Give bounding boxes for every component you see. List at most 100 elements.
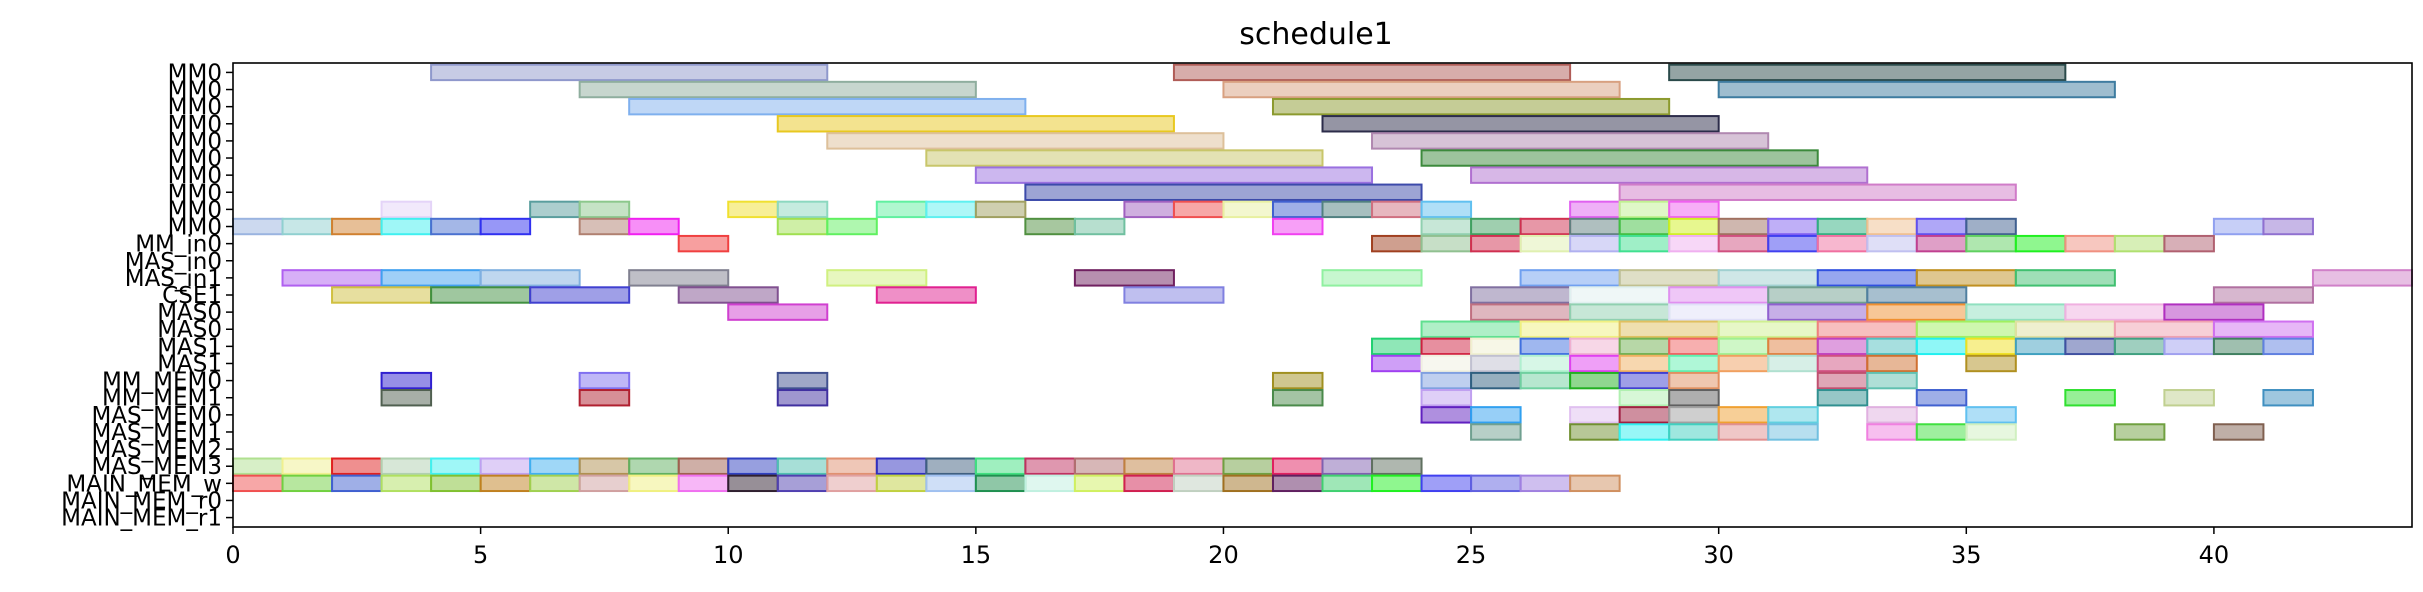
task-bar bbox=[1271, 371, 1324, 390]
task-bar bbox=[1866, 303, 1968, 321]
task-bar bbox=[1915, 389, 1968, 407]
task-bar bbox=[1024, 183, 1423, 201]
task-bar bbox=[1717, 423, 1770, 441]
task-bar bbox=[2113, 234, 2166, 253]
task-bar bbox=[1915, 337, 1968, 356]
task-bar bbox=[1073, 474, 1126, 493]
task-bar bbox=[1866, 337, 1918, 356]
task-bar bbox=[2113, 337, 2166, 356]
task-bar bbox=[776, 474, 829, 493]
task-bar bbox=[1321, 269, 1423, 287]
task-bar bbox=[1569, 286, 1671, 304]
task-bar bbox=[1767, 286, 1869, 304]
x-tick-label: 20 bbox=[1208, 541, 1239, 569]
task-bar bbox=[1569, 371, 1621, 390]
task-bar bbox=[281, 269, 383, 287]
task-bar bbox=[727, 200, 779, 219]
task-bar bbox=[430, 63, 829, 82]
task-bar bbox=[1222, 80, 1621, 99]
task-bar bbox=[1271, 389, 1324, 407]
task-bar bbox=[2262, 217, 2314, 236]
task-bar bbox=[1668, 354, 1720, 373]
y-tick-label: MAS1 bbox=[157, 334, 222, 360]
task-bar bbox=[430, 217, 482, 236]
task-bar bbox=[1420, 371, 1473, 390]
task-bar bbox=[1420, 320, 1522, 338]
task-bar bbox=[1271, 457, 1324, 475]
x-tick-label: 30 bbox=[1703, 541, 1734, 569]
task-bar bbox=[1222, 200, 1274, 219]
y-tick-label: CSE1 bbox=[162, 283, 222, 309]
task-bar bbox=[380, 474, 433, 493]
task-bar bbox=[1965, 217, 2017, 236]
task-bar bbox=[1271, 97, 1671, 116]
task-bar bbox=[1024, 457, 1076, 475]
y-tick-label: MAIN_MEM_r1 bbox=[61, 506, 222, 532]
task-bar bbox=[1866, 406, 1918, 424]
task-bar bbox=[925, 200, 977, 219]
task-bar bbox=[1172, 474, 1225, 493]
y-tick-label: MM0 bbox=[168, 215, 222, 241]
task-bar bbox=[727, 457, 779, 475]
task-bar bbox=[826, 132, 1225, 150]
task-bar bbox=[2014, 269, 2116, 287]
task-bar bbox=[875, 474, 928, 493]
task-bar bbox=[1717, 337, 1770, 356]
y-tick-label: MM0 bbox=[168, 78, 222, 104]
task-bar bbox=[1569, 474, 1621, 493]
task-bar bbox=[2212, 286, 2314, 304]
task-bar bbox=[1024, 474, 1076, 493]
task-bar bbox=[1965, 337, 2017, 356]
task-bar bbox=[1618, 354, 1671, 373]
y-tick-label: MAS_MEM2 bbox=[91, 437, 222, 463]
task-bar bbox=[380, 389, 433, 407]
y-tick-label: MM_in0 bbox=[135, 232, 222, 258]
task-bar bbox=[430, 474, 482, 493]
task-bar bbox=[2212, 423, 2265, 441]
task-bar bbox=[1965, 406, 2017, 424]
task-bar bbox=[2212, 217, 2265, 236]
task-bar bbox=[677, 474, 730, 493]
task-bar bbox=[1073, 457, 1126, 475]
task-bar bbox=[1816, 320, 1918, 338]
task-bar bbox=[232, 474, 284, 493]
task-bar bbox=[1321, 200, 1374, 219]
task-bar bbox=[479, 474, 532, 493]
task-bar bbox=[1915, 217, 1968, 236]
task-bar bbox=[2014, 234, 2067, 253]
task-bar bbox=[1767, 423, 1819, 441]
task-bar bbox=[1470, 337, 1522, 356]
task-bar bbox=[281, 217, 334, 236]
y-axis-ticks: MM0MM0MM0MM0MM0MM0MM0MM0MM0MM0MM_in0MAS_… bbox=[61, 60, 233, 532]
y-tick-label: MM_MEM0 bbox=[102, 369, 222, 395]
task-bar bbox=[1816, 354, 1869, 373]
task-bar bbox=[1371, 234, 1423, 253]
task-bar bbox=[232, 217, 284, 236]
task-bar bbox=[578, 80, 977, 99]
task-bar bbox=[1222, 457, 1274, 475]
task-bar bbox=[1767, 217, 1819, 236]
task-bar bbox=[1420, 474, 1473, 493]
task-bar bbox=[578, 371, 631, 390]
task-bar bbox=[1816, 337, 1869, 356]
task-bar bbox=[1965, 423, 2017, 441]
task-bar bbox=[1618, 234, 1671, 253]
task-bar bbox=[1420, 354, 1473, 373]
task-bar bbox=[2064, 389, 2116, 407]
task-bar bbox=[430, 457, 482, 475]
task-bar bbox=[1965, 234, 2017, 253]
task-bar bbox=[826, 217, 878, 236]
task-bar bbox=[529, 286, 631, 304]
task-bar bbox=[727, 474, 779, 493]
x-tick-label: 15 bbox=[961, 541, 992, 569]
task-bar bbox=[331, 474, 383, 493]
y-tick-label: MM0 bbox=[168, 129, 222, 155]
task-bar bbox=[479, 457, 532, 475]
task-bar bbox=[776, 371, 829, 390]
task-bar bbox=[1519, 234, 1572, 253]
task-bar bbox=[1618, 200, 1671, 219]
task-bar bbox=[1618, 371, 1671, 390]
task-bar bbox=[1717, 320, 1819, 338]
task-bar bbox=[677, 457, 730, 475]
